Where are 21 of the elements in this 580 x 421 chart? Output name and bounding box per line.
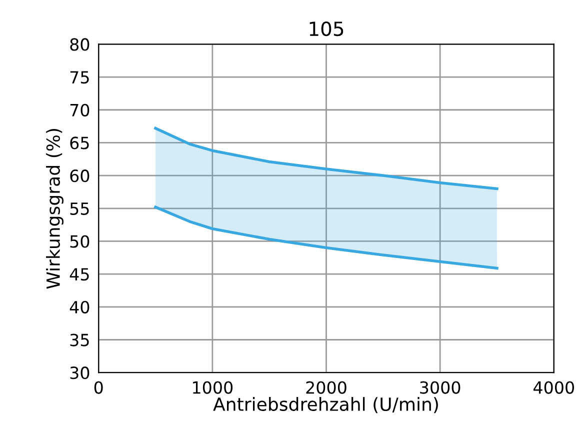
y-tick-label: 30 (70, 366, 90, 380)
y-tick-label: 45 (70, 268, 89, 281)
x-tick-label: 3000 (420, 381, 460, 394)
y-tick-label: 40 (70, 300, 90, 314)
y-tick-label: 75 (70, 71, 89, 84)
y-tick-label: 35 (70, 334, 89, 346)
y-tick-label: 60 (70, 170, 90, 182)
line-series (154, 206, 498, 270)
y-tick-label: 80 (70, 38, 90, 51)
y-tick-label: 55 (70, 202, 89, 215)
x-tick-label: 0 (94, 381, 103, 394)
x-tick-label: 1000 (193, 381, 233, 394)
y-tick-label: 65 (70, 136, 89, 150)
y-tick-label: 50 (70, 235, 90, 248)
y-axis-title: Wirkungsgrad (%) (46, 128, 64, 289)
chart-title: 105 (310, 21, 344, 36)
x-tick-label: 4000 (534, 381, 574, 394)
x-tick-label: 2000 (306, 381, 346, 394)
x-axis-title: Antriebsdrehzahl (U/min) (213, 397, 438, 414)
line-series (154, 126, 498, 190)
y-tick-label: 70 (70, 104, 90, 116)
